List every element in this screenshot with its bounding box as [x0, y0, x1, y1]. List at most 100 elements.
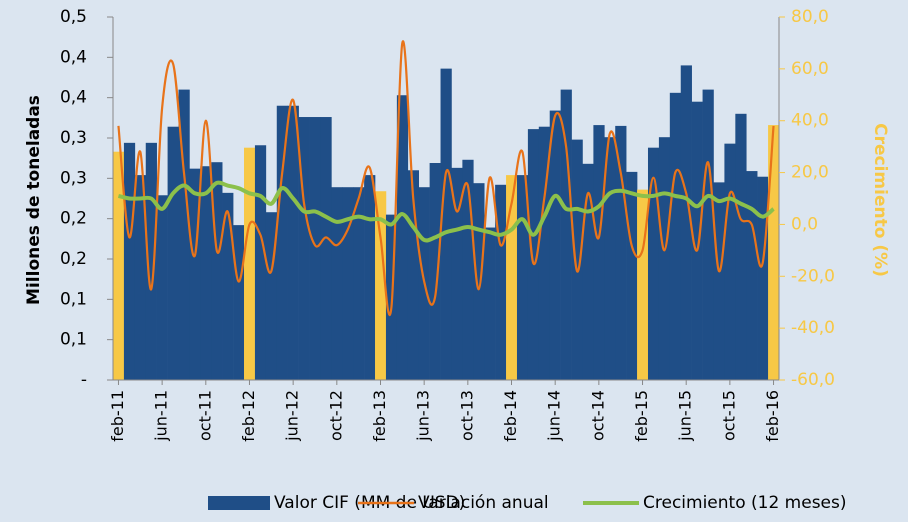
bar [309, 117, 321, 380]
bar [113, 151, 125, 380]
bar [549, 110, 561, 380]
bar [331, 187, 343, 380]
bar [669, 92, 682, 381]
bar [724, 143, 736, 380]
x-tick-label: jun-11 [152, 390, 171, 442]
y-tick-label: - [81, 370, 87, 390]
bar [353, 187, 365, 380]
bar [626, 171, 638, 380]
bar [364, 175, 376, 380]
bar [680, 65, 692, 381]
x-tick-label: feb-12 [239, 390, 258, 442]
bar [134, 175, 147, 380]
bar [222, 192, 234, 380]
y-tick-label: 0,3 [60, 168, 87, 188]
y2-tick-label: -40,0 [791, 318, 835, 338]
legend-swatch [208, 496, 270, 510]
y-tick-label: 0,4 [60, 47, 87, 67]
bar [637, 189, 649, 380]
y2-tick-label: -20,0 [791, 266, 835, 286]
x-tick-label: feb-13 [370, 390, 389, 442]
bar [276, 105, 288, 380]
bar [484, 227, 496, 380]
x-tick-label: oct-13 [457, 390, 476, 441]
y-tick-label: 0,4 [60, 88, 87, 108]
bar [462, 159, 474, 380]
bar [582, 163, 594, 380]
y-tick-label: 0,2 [60, 249, 87, 269]
y2-tick-label: 20,0 [791, 163, 829, 183]
x-tick-label: feb-16 [763, 390, 782, 442]
x-tick-label: jun-14 [545, 390, 564, 442]
bar [254, 145, 267, 380]
bar [506, 175, 518, 380]
y2-tick-label: 40,0 [791, 111, 829, 131]
y-tick-label: 0,5 [60, 7, 87, 27]
bar [167, 126, 179, 380]
bar [244, 147, 256, 380]
y-tick-label: 0,3 [60, 128, 87, 148]
bar [768, 125, 780, 381]
bar [527, 129, 540, 380]
y-tick-label: 0,2 [60, 209, 87, 229]
x-tick-label: oct-14 [588, 390, 607, 441]
bar [287, 105, 299, 380]
bar [451, 167, 463, 380]
legend-label: Variación anual [418, 493, 549, 513]
legend-label: Crecimiento (12 meses) [643, 493, 847, 513]
bar [538, 126, 551, 380]
bar [691, 101, 703, 380]
bar [473, 183, 485, 380]
line-series [117, 180, 775, 243]
bar [396, 95, 409, 380]
bar [342, 187, 354, 380]
x-tick-label: feb-11 [108, 390, 127, 442]
bar [702, 89, 714, 380]
bar [429, 163, 441, 380]
x-tick-label: oct-11 [195, 390, 214, 441]
bar [320, 117, 332, 380]
bar [571, 139, 583, 380]
y-tick-label: 0,1 [60, 289, 87, 309]
x-tick-label: jun-15 [676, 390, 695, 442]
bar [658, 137, 671, 380]
y-axis-label: Millones de toneladas [24, 95, 44, 305]
bar [298, 117, 310, 380]
bar [407, 170, 420, 380]
bar [647, 147, 660, 380]
bar [211, 162, 223, 380]
bar [560, 89, 572, 380]
x-tick-label: feb-14 [501, 390, 520, 442]
bar [604, 137, 616, 380]
y-tick-label: 0,1 [60, 330, 87, 350]
bar [440, 68, 452, 381]
bar [156, 195, 168, 380]
bar [178, 89, 190, 380]
x-tick-label: oct-15 [719, 390, 738, 441]
bar [615, 125, 627, 381]
bar [375, 191, 387, 380]
bar [516, 175, 529, 380]
bar [713, 182, 725, 380]
x-tick-label: jun-13 [414, 390, 433, 442]
x-tick-label: oct-12 [326, 390, 345, 441]
bar [495, 184, 507, 380]
y2-tick-label: 80,0 [791, 7, 829, 27]
bar [757, 176, 769, 380]
bar [200, 166, 212, 380]
y2-axis-label: Crecimiento (%) [870, 123, 890, 277]
bar [265, 212, 278, 380]
bar [233, 225, 245, 380]
y2-tick-label: 60,0 [791, 59, 829, 79]
bar [145, 142, 157, 380]
x-tick-label: feb-15 [632, 390, 651, 442]
bar [746, 171, 758, 380]
x-tick-label: jun-12 [283, 390, 302, 442]
y2-tick-label: 0,0 [791, 214, 818, 234]
bar [735, 113, 747, 381]
line-series [117, 40, 775, 317]
y2-tick-label: -60,0 [791, 370, 835, 390]
bar [189, 168, 201, 380]
